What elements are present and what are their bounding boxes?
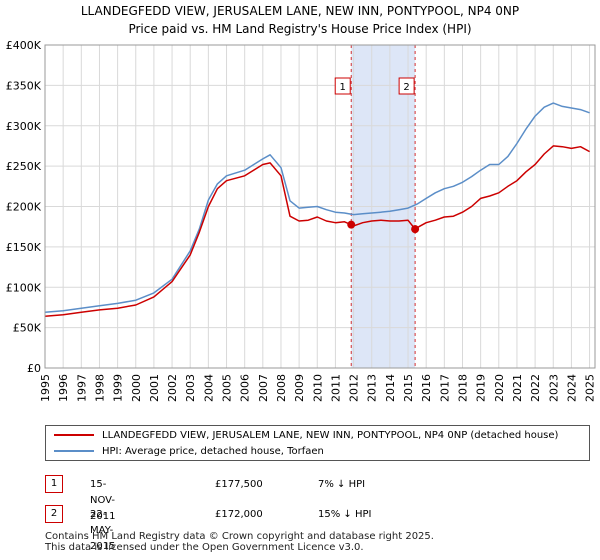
footer-licence: This data is licensed under the Open Gov… — [45, 542, 364, 553]
legend-label-hpi: HPI: Average price, detached house, Torf… — [102, 446, 324, 457]
y-tick-label: £200K — [6, 201, 42, 214]
x-tick-label: 2005 — [221, 374, 234, 402]
y-tick-label: £100K — [6, 281, 42, 294]
x-tick-label: 2015 — [402, 374, 415, 402]
y-tick-label: £350K — [6, 79, 42, 92]
x-tick-label: 2012 — [348, 374, 361, 402]
sale-price: £177,500 — [215, 479, 263, 490]
x-tick-label: 2010 — [311, 374, 324, 402]
x-tick-label: 2020 — [493, 374, 506, 402]
legend-swatch-property — [54, 434, 94, 436]
sale-date: 15-NOV-2011 — [90, 479, 116, 522]
y-tick-label: £0 — [27, 362, 41, 375]
x-tick-label: 1996 — [57, 374, 70, 402]
x-tick-label: 2007 — [257, 374, 270, 402]
x-tick-label: 1995 — [39, 374, 52, 402]
y-tick-label: £300K — [6, 120, 42, 133]
x-tick-label: 2022 — [529, 374, 542, 402]
x-tick-label: 1999 — [112, 374, 125, 402]
y-tick-label: £400K — [6, 39, 42, 52]
x-tick-label: 2013 — [366, 374, 379, 402]
x-tick-label: 2025 — [584, 374, 597, 402]
x-tick-label: 2008 — [275, 374, 288, 402]
x-tick-label: 2001 — [148, 374, 161, 402]
x-tick-label: 2002 — [166, 374, 179, 402]
sale-number-badge: 1 — [45, 475, 63, 493]
property-series-line — [44, 145, 590, 318]
sale-hpi-diff: 7% ↓ HPI — [318, 479, 366, 490]
plot-frame — [44, 44, 596, 369]
legend-swatch-hpi — [54, 450, 94, 452]
x-tick-label: 1997 — [75, 374, 88, 402]
x-tick-label: 2003 — [184, 374, 197, 402]
y-tick-label: £50K — [13, 322, 42, 335]
x-tick-label: 2011 — [329, 374, 342, 402]
x-tick-label: 2004 — [202, 374, 215, 402]
y-tick-label: £150K — [6, 241, 42, 254]
chart-title: LLANDEGFEDD VIEW, JERUSALEM LANE, NEW IN… — [80, 4, 520, 18]
x-tick-label: 2016 — [420, 374, 433, 402]
hpi-series-line — [44, 102, 590, 314]
sale-date: 22-MAY-2015 — [90, 509, 116, 552]
x-tick-label: 2024 — [565, 374, 578, 402]
footer-copyright: Contains HM Land Registry data © Crown c… — [45, 531, 434, 542]
sale-label-number: 1 — [340, 82, 346, 93]
sale-hpi-diff: 15% ↓ HPI — [318, 509, 372, 520]
x-tick-label: 2014 — [384, 374, 397, 402]
x-tick-label: 1998 — [93, 374, 106, 402]
x-tick-label: 2018 — [456, 374, 469, 402]
x-tick-label: 2019 — [475, 374, 488, 402]
x-tick-label: 2023 — [547, 374, 560, 402]
legend-label-property: LLANDEGFEDD VIEW, JERUSALEM LANE, NEW IN… — [102, 430, 559, 441]
sale-price: £172,000 — [215, 509, 263, 520]
legend-item-hpi: HPI: Average price, detached house, Torf… — [54, 445, 324, 459]
sale-label-box — [398, 77, 415, 95]
legend-item-property: LLANDEGFEDD VIEW, JERUSALEM LANE, NEW IN… — [54, 429, 558, 443]
x-tick-label: 2017 — [438, 374, 451, 402]
x-tick-label: 2009 — [293, 374, 306, 402]
sale-point — [347, 220, 356, 229]
chart-legend: LLANDEGFEDD VIEW, JERUSALEM LANE, NEW IN… — [45, 425, 590, 461]
x-tick-label: 2000 — [130, 374, 143, 402]
x-tick-label: 2006 — [239, 374, 252, 402]
chart-subtitle: Price paid vs. HM Land Registry's House … — [128, 22, 472, 36]
price-chart: £0 £50K £100K £150K £200K £250K £300K £350K £400… — [6, 39, 597, 402]
y-tick-label: £250K — [6, 160, 42, 173]
sale-number-badge: 2 — [45, 505, 63, 523]
sale-label-box — [334, 77, 351, 95]
x-tick-label: 2021 — [511, 374, 524, 402]
sale-point — [411, 225, 420, 234]
sale-label-number: 2 — [403, 82, 409, 93]
